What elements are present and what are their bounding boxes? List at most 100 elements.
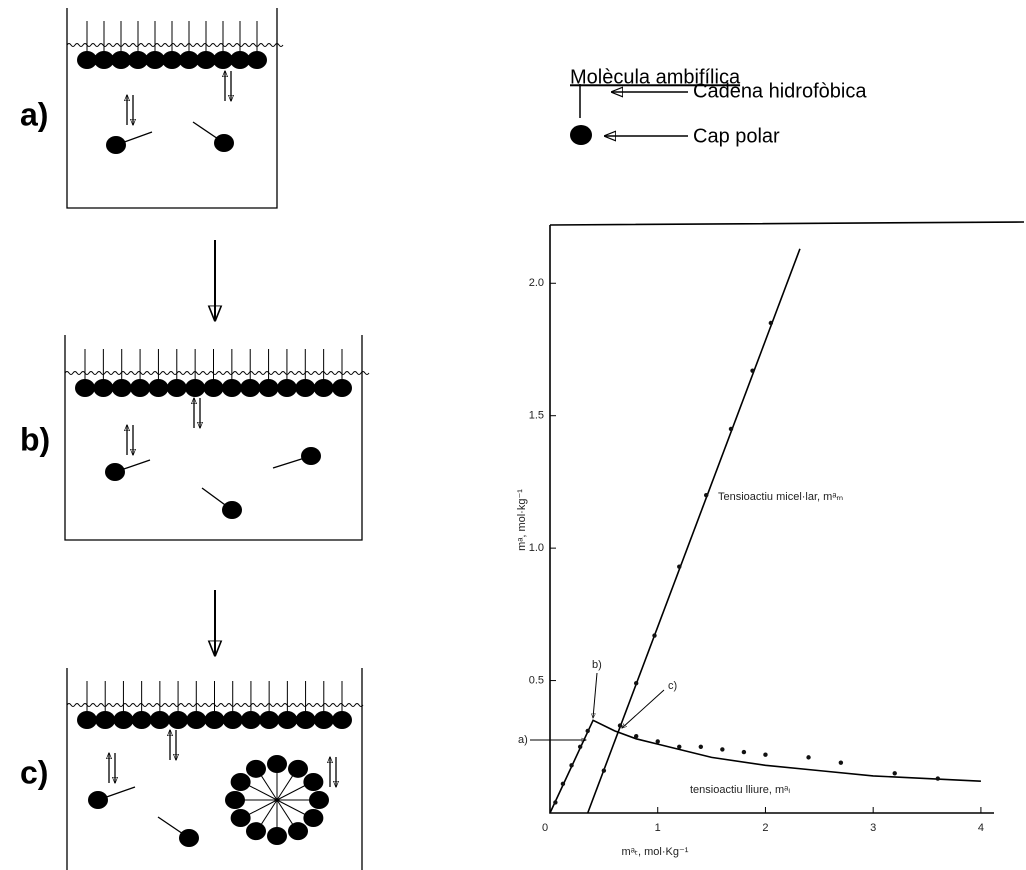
y-tick-label: 2.0 [529,277,544,289]
polar-head [288,759,308,778]
polar-head [130,379,151,397]
data-point [741,749,747,755]
polar-head [313,711,334,729]
polar-head [77,51,97,69]
data-point [560,781,566,787]
data-point [806,755,811,760]
x-tick-label: 1 [655,822,661,834]
polar-head [303,773,324,791]
polar-head [203,379,224,397]
annotation: b) [592,659,602,671]
x-tick-label: 3 [870,822,876,834]
legend-item: Cadena hidrofòbica [693,80,867,102]
beaker [66,668,363,870]
polar-head [162,51,182,69]
polar-head [106,136,126,154]
polar-head [295,379,316,397]
data-point [577,744,583,749]
data-point [569,763,574,768]
x-axis-label: mᵃₜ, mol·Kg⁻¹ [622,846,689,858]
polar-head [88,791,108,809]
polar-head [301,447,321,465]
polar-head [213,51,233,69]
data-point [698,744,704,749]
polar-head [166,379,187,397]
beakers [64,8,370,870]
polar-head [149,711,170,729]
polar-head [168,711,189,729]
data-point [553,800,558,805]
curve [586,248,801,814]
polar-head [277,711,298,729]
polar-head [313,379,334,397]
polar-head [94,51,114,69]
data-point [585,728,590,734]
y-axis-label: mᵃ, mol·kg⁻¹ [516,489,528,551]
polar-head [179,51,199,69]
annotation-arrow [622,689,665,728]
polar-head [225,791,245,809]
data-point [763,752,768,757]
polar-head [179,829,199,847]
polar-head [111,51,131,69]
polar-head [196,51,216,69]
polar-head [332,711,352,729]
water-surface [64,371,370,375]
polar-head [221,379,242,397]
data-point [617,723,623,728]
data-point [677,744,682,749]
x-tick-label: 4 [978,822,984,834]
polar-head [186,711,207,729]
panel-label: a) [20,96,48,132]
data-point [633,733,639,739]
polar-head [247,51,267,69]
data-point [935,776,941,781]
polar-head [267,755,287,773]
curve-label: tensioactiu lliure, mᵃₗ [690,784,790,796]
y-tick-label: 1.0 [529,542,544,554]
polar-head [295,711,316,729]
polar-head [75,379,95,397]
polar-head [230,773,251,791]
annotation: c) [668,680,677,692]
polar-head [332,379,352,397]
beaker [64,335,363,541]
y-tick-label: 1.5 [529,410,544,422]
water-surface [66,43,284,47]
polar-head [214,134,234,152]
polar-head [128,51,148,69]
polar-head [267,827,287,845]
polar-head [288,822,308,841]
polar-head [246,759,266,778]
polar-head [105,463,125,481]
polar-head [185,379,206,397]
data-point [677,564,682,569]
polar-head [113,711,134,729]
polar-head [131,711,152,729]
polar-head [246,822,266,841]
polar-head [240,379,261,397]
data-point [838,760,844,765]
polar-head [77,711,97,729]
polar-head [222,711,243,729]
curve-label: Tensioactiu micel·lar, mᵃₘ [718,491,843,503]
panel-label: b) [20,421,50,457]
legend-head [570,125,592,145]
polar-head [148,379,169,397]
panel-label: c) [20,754,48,790]
data-point [750,368,755,373]
data-point [652,633,657,638]
polar-head [258,379,279,397]
data-point [728,426,734,432]
x-tick-label: 2 [762,822,768,834]
plot: 0.5 1.0 1.5 2.0 0 1 2 3 4 mᵃₜ, mol·Kg⁻¹ mᵃ, mol·kg… [516,221,1025,858]
data-point [704,492,709,498]
beaker [66,8,278,209]
legend-item: Cap polar [693,125,780,147]
y-tick-label: 0.5 [529,674,544,686]
polar-head [259,711,280,729]
polar-head [230,809,251,827]
annotation-arrow [593,672,598,718]
